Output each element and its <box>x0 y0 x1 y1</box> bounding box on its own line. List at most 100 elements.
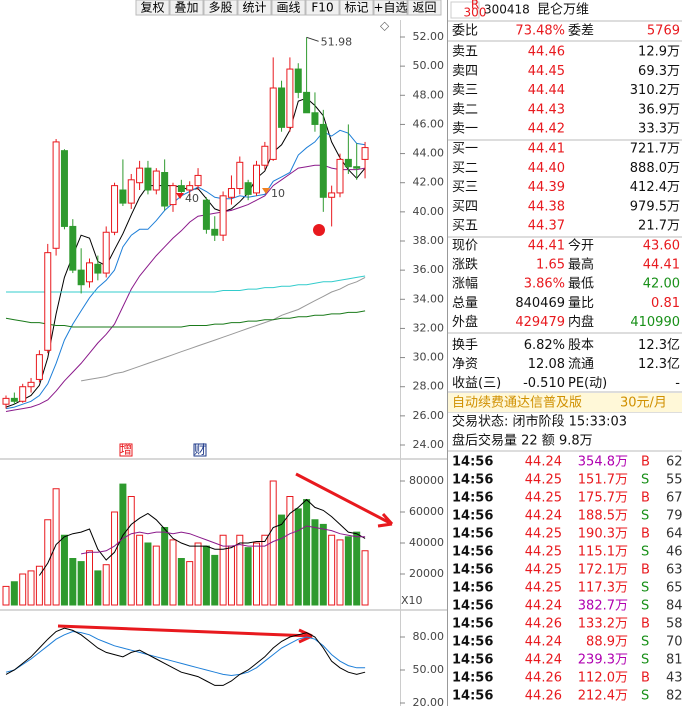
value: 42.00 <box>643 277 680 292</box>
volume-average <box>81 525 366 555</box>
toolbar-button[interactable] <box>169 0 204 16</box>
toolbar-label[interactable]: 统计 <box>242 1 266 15</box>
toolbar-button[interactable] <box>135 0 170 16</box>
trade-count: 79 <box>666 509 682 524</box>
trade-time: 14:56 <box>452 617 493 632</box>
trade-volume: 88.9万 <box>586 635 628 650</box>
candle-body <box>269 87 277 160</box>
toolbar-label[interactable]: +自选 <box>373 1 407 15</box>
toolbar-button[interactable] <box>305 0 340 16</box>
toolbar-label[interactable]: 画线 <box>276 1 300 15</box>
value: 1.65 <box>536 258 565 273</box>
candle-body <box>186 185 194 191</box>
icon-box <box>193 443 207 457</box>
trade-time: 14:56 <box>452 599 493 614</box>
volume-bar <box>169 539 177 606</box>
trade-time: 14:56 <box>452 689 493 704</box>
order-volume: 21.7万 <box>638 219 680 234</box>
toolbar-label[interactable]: 叠加 <box>174 1 198 15</box>
volume-bar <box>311 519 319 606</box>
candle-body <box>202 199 210 230</box>
value: 12.3亿 <box>638 357 680 372</box>
candle-body <box>94 263 102 274</box>
candle-body <box>169 185 177 206</box>
trade-count: 62 <box>666 455 682 470</box>
volume-bar <box>35 565 43 606</box>
y-tick-label: 36.00 <box>413 263 445 276</box>
value: -0.510 <box>523 376 565 391</box>
y-tick-label: 26.00 <box>413 409 445 422</box>
trade-time: 14:56 <box>452 635 493 650</box>
volume-bar <box>261 534 269 606</box>
toolbar-button[interactable] <box>271 0 306 16</box>
toolbar-button[interactable] <box>203 0 238 16</box>
trade-count: 84 <box>666 599 682 614</box>
toolbar-label[interactable]: 返回 <box>412 1 436 15</box>
candle-body <box>19 386 27 402</box>
trade-time: 14:56 <box>452 491 493 506</box>
volume-bar <box>227 545 235 606</box>
candle-body <box>236 161 244 190</box>
value: 840469 <box>515 296 565 311</box>
toolbar-button[interactable] <box>339 0 374 16</box>
toolbar-label[interactable]: 复权 <box>140 1 164 15</box>
order-label: 买四 <box>452 199 478 214</box>
value: 429479 <box>515 315 565 330</box>
volume-bar <box>211 554 219 606</box>
volume-bar <box>119 483 127 606</box>
volume-bar <box>60 534 68 606</box>
volume-bar <box>94 570 102 606</box>
trade-side: S <box>641 653 649 668</box>
icon-label: 增 <box>120 443 132 457</box>
label: 股本 <box>568 338 594 353</box>
trade-volume: 112.0万 <box>578 671 628 686</box>
trade-volume: 239.3万 <box>578 653 628 668</box>
y-tick-label: 52.00 <box>413 30 445 43</box>
toolbar-button[interactable] <box>407 0 442 16</box>
stock-code: 300418 <box>484 3 530 17</box>
value: 73.48% <box>515 24 565 39</box>
order-price: 44.46 <box>528 45 565 60</box>
icon-box <box>119 443 133 457</box>
label: 涨跌 <box>452 257 478 273</box>
trade-side: B <box>641 527 650 542</box>
value: 43.60 <box>643 239 680 254</box>
label: 内盘 <box>568 314 594 330</box>
volume-bar <box>52 488 60 606</box>
toolbar-button[interactable] <box>237 0 272 16</box>
trade-count: 43 <box>666 671 682 686</box>
order-volume: 36.9万 <box>638 102 680 117</box>
volume-bar <box>77 561 85 606</box>
order-label: 买二 <box>452 161 478 176</box>
toolbar-button[interactable] <box>373 0 408 16</box>
candle-body <box>60 150 68 227</box>
trade-price: 44.26 <box>525 671 562 686</box>
volume-bar <box>111 511 119 606</box>
label: 现价 <box>452 239 478 254</box>
moving-average <box>5 310 366 328</box>
badge-text: 300 <box>464 6 487 20</box>
candle-body <box>303 91 311 114</box>
label: 换手 <box>452 338 478 353</box>
toolbar-label[interactable]: F10 <box>311 1 333 15</box>
volume-bar <box>236 534 244 606</box>
trade-count: 58 <box>666 617 682 632</box>
promo-text[interactable]: 自动续费通达信普及版 <box>452 396 582 411</box>
y-tick-label: 20000 <box>409 567 444 580</box>
volume-bar <box>177 558 185 606</box>
trade-price: 44.26 <box>525 689 562 704</box>
volume-bar <box>328 534 336 606</box>
volume-bar <box>353 531 361 606</box>
diamond-icon[interactable]: ◇ <box>380 19 390 33</box>
value: 44.41 <box>643 258 680 273</box>
toolbar-label[interactable]: 标记 <box>344 1 368 15</box>
candle-body <box>111 185 119 233</box>
order-label: 卖五 <box>452 45 478 60</box>
toolbar-label[interactable]: 多股 <box>208 1 232 15</box>
trade-volume: 212.4万 <box>578 689 628 704</box>
candle-body <box>278 87 286 128</box>
trade-volume: 354.8万 <box>578 455 628 470</box>
promo-price[interactable]: 30元/月 <box>620 396 667 411</box>
marker-label: 40 <box>185 192 199 205</box>
trade-count: 55 <box>666 473 682 488</box>
